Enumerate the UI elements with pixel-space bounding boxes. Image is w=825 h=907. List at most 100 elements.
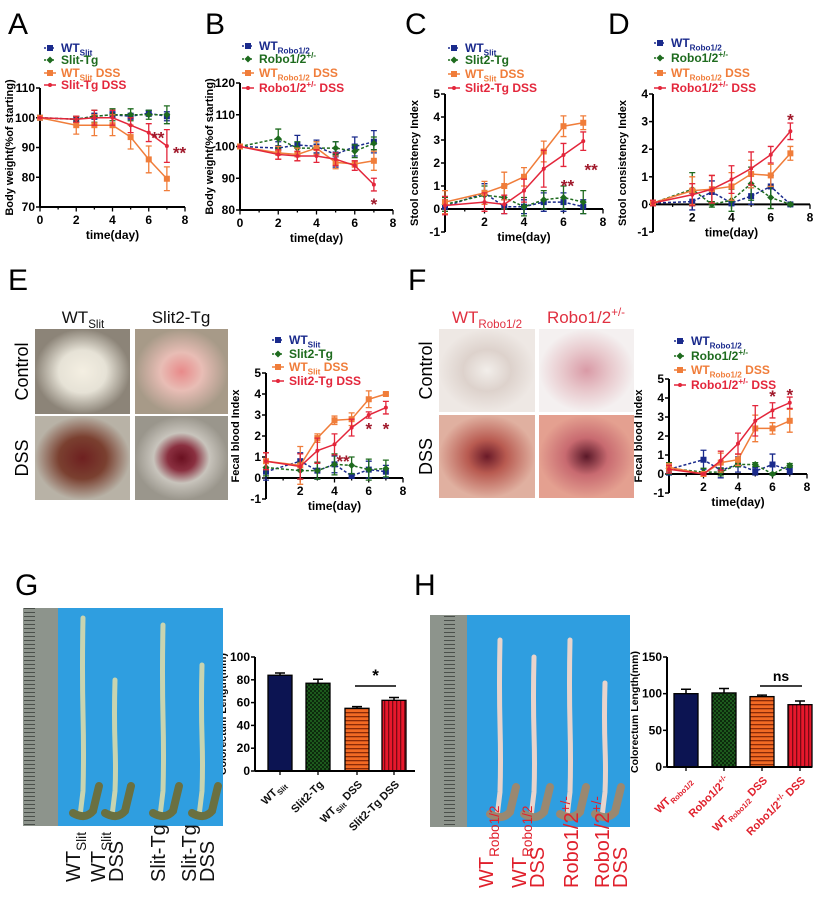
category-label: WTSlit (259, 778, 290, 809)
label-text: Robo1/2 (561, 812, 583, 888)
label-subscript: Robo1/2 (710, 371, 743, 380)
y-tick-label: -1 (429, 225, 440, 239)
ruler-image (430, 615, 467, 827)
x-tick-label: 4 (728, 210, 735, 224)
label-text: WT (452, 308, 478, 327)
ruler-image (23, 608, 58, 826)
category-label: Slit2-Tg (289, 779, 326, 816)
data-point (735, 456, 741, 463)
data-point (332, 442, 337, 447)
data-point (788, 129, 793, 134)
legend-marker-icon (677, 367, 683, 373)
legend-entry: Slit-Tg DSS (61, 78, 126, 92)
y-tick-label: -1 (653, 486, 664, 500)
y-tick-label: 0 (254, 471, 261, 485)
legend-entry: WTRobo1/2 (671, 36, 722, 53)
series-0 (263, 452, 389, 481)
label-subscript: Slit (484, 49, 497, 58)
y-tick-label: -1 (637, 225, 648, 239)
colon-specimen (77, 615, 87, 819)
data-point (365, 466, 373, 474)
x-tick-label: 4 (735, 480, 742, 494)
x-axis-label: time(day) (705, 225, 758, 239)
data-point (352, 163, 357, 168)
colon-specimen-end (591, 783, 625, 821)
colon-specimen-end (101, 782, 135, 820)
line-chart-D: -1 0 1 2 3 4 2 4 6 8 time(day) Stool consistency In… (617, 36, 814, 239)
error-bar (719, 687, 729, 693)
y-tick-label: 4 (254, 387, 261, 401)
data-point (382, 391, 389, 397)
data-point (690, 192, 695, 197)
y-axis-label: Fecal blood Index (230, 389, 242, 483)
label-subscript: Slit (99, 832, 114, 851)
data-point (560, 194, 567, 201)
y-tick-label: 120 (215, 76, 235, 90)
label-text: WT (62, 308, 88, 327)
legend-entry: WTRobo1/2 DSS (259, 66, 338, 83)
data-point (332, 144, 340, 152)
y-tick-label: 100 (15, 111, 35, 125)
data-point (667, 467, 671, 472)
data-point (501, 183, 508, 189)
label-superscript: +/- (738, 348, 748, 357)
label-subscript: Slit (308, 341, 321, 350)
sample-label: Slit-Tg (148, 824, 170, 882)
legend-marker-icon (274, 350, 282, 358)
x-axis-label: time(day) (497, 230, 550, 244)
data-point (276, 152, 281, 157)
series-3 (666, 396, 793, 476)
label-text: Slit2-Tg (289, 779, 326, 816)
sample-label: DSS (610, 847, 632, 888)
label-superscript: +/- (611, 307, 625, 319)
y-tick-label: 80 (22, 170, 36, 184)
legend-entry: Robo1/2+/- DSS (671, 80, 756, 95)
legend-marker-icon (46, 56, 54, 64)
significance-marker: * (769, 387, 776, 406)
colon-specimen (599, 680, 609, 820)
legend-entry: Robo1/2+/- DSS (259, 80, 344, 95)
y-tick-label: 4 (657, 391, 664, 405)
label-subscript: Robo1/2 (278, 47, 311, 56)
label-superscript: +/- (306, 80, 316, 89)
label-text: Robo1/2 (671, 51, 719, 65)
data-point (767, 194, 775, 201)
sample-label: DSS (527, 847, 549, 888)
line-chart-B: 80 90 100 110 120 0 2 4 6 8 time(day) Body weight(%… (204, 39, 397, 245)
data-point (561, 152, 566, 157)
data-point (164, 144, 169, 149)
legend-entry: WTSlit DSS (465, 67, 524, 84)
data-point (767, 172, 774, 179)
y-tick-label: 90 (22, 141, 36, 155)
data-point (274, 135, 282, 143)
legend-marker-icon (452, 86, 456, 90)
x-tick-label: 4 (109, 213, 116, 227)
data-point (520, 203, 528, 211)
label-superscript: +/- (738, 377, 748, 386)
legend-entry: Robo1/2+/- DSS (691, 377, 776, 392)
y-tick-label: 4 (433, 110, 440, 124)
x-tick-label: 0 (37, 213, 44, 227)
column-label: WTRobo1/2 (452, 308, 522, 331)
series-3 (37, 109, 170, 164)
label-text: Robo1/2 (547, 308, 611, 327)
data-point (768, 152, 773, 157)
legend-entry: Robo1/2+/- (671, 50, 728, 65)
data-point (348, 461, 356, 469)
data-point (769, 425, 776, 432)
sample-label: WTSlit (63, 832, 89, 882)
legend-entry: WTSlit (465, 41, 497, 58)
data-point (348, 472, 355, 479)
x-tick-label: 8 (182, 213, 189, 227)
sample-label: DSS (197, 841, 219, 882)
label-text: WT (465, 67, 484, 81)
data-point (110, 115, 115, 120)
legend-marker-icon (450, 56, 458, 64)
label-suffix: DSS (743, 775, 770, 802)
x-tick-label: 4 (313, 216, 320, 230)
data-point (753, 418, 758, 423)
label-subscript: Robo1/2 (669, 778, 696, 805)
data-point (751, 461, 759, 468)
y-tick-label: 80 (237, 673, 251, 687)
